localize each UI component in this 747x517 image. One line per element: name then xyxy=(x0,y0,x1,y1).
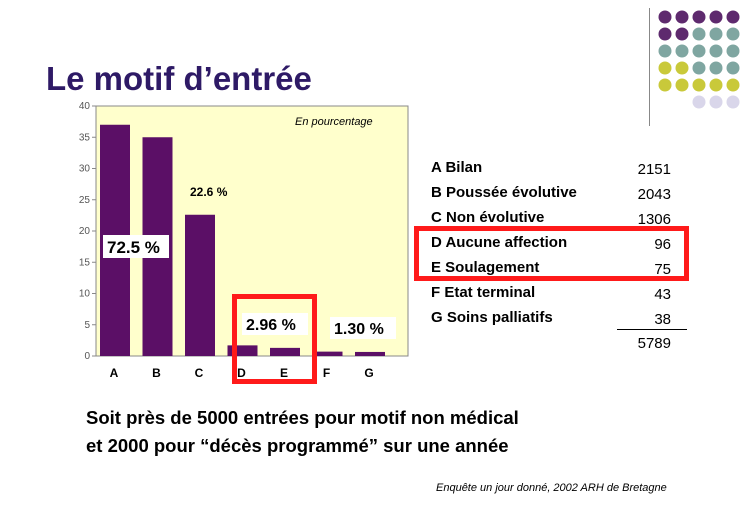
y-tick-label: 20 xyxy=(79,226,91,237)
table-row: F Etat terminal 43 xyxy=(431,281,687,306)
decorative-dot xyxy=(675,44,689,58)
unit-label: En pourcentage xyxy=(295,116,373,128)
total-value: 5789 xyxy=(637,335,671,352)
decorative-dot xyxy=(709,78,723,92)
table-row: A Bilan 2151 xyxy=(431,156,687,181)
bar-f xyxy=(312,351,343,356)
y-tick-label: 35 xyxy=(79,132,91,143)
decorative-dot xyxy=(675,78,689,92)
decorative-dot xyxy=(709,44,723,58)
row-value: 2151 xyxy=(637,161,671,178)
y-tick-label: 30 xyxy=(79,164,91,175)
table-total: 5789 xyxy=(617,329,687,352)
decorative-dot xyxy=(692,27,706,41)
decorative-dot xyxy=(675,27,689,41)
decorative-dot xyxy=(726,95,740,109)
row-label: B Poussée évolutive xyxy=(431,184,577,201)
decorative-dot xyxy=(692,44,706,58)
decorative-dot xyxy=(692,61,706,75)
summary-text: Soit près de 5000 entrées pour motif non… xyxy=(86,404,519,460)
row-label: C Non évolutive xyxy=(431,209,545,226)
table-row: G Soins palliatifs 38 xyxy=(431,306,687,331)
bar-e xyxy=(270,347,300,356)
source-note: Enquête un jour donné, 2002 ARH de Breta… xyxy=(436,482,667,494)
svg-text:72.5 %: 72.5 % xyxy=(107,238,160,257)
annotation-a: 72.5 % xyxy=(103,235,169,258)
row-value: 1306 xyxy=(637,211,671,228)
decorative-dot xyxy=(726,78,740,92)
bar-d xyxy=(227,345,258,356)
decorative-dot xyxy=(726,44,740,58)
summary-line-1: Soit près de 5000 entrées pour motif non… xyxy=(86,407,519,428)
y-tick-label: 10 xyxy=(79,289,91,300)
decorative-dot xyxy=(692,78,706,92)
counts-table: A Bilan 2151 B Poussée évolutive 2043 C No… xyxy=(431,156,687,331)
decorative-dot-grid xyxy=(658,10,740,109)
x-tick-label: C xyxy=(195,366,204,380)
decorative-dot xyxy=(709,61,723,75)
svg-text:1.30 %: 1.30 % xyxy=(334,321,384,338)
decorative-dot xyxy=(658,78,672,92)
decorative-dot xyxy=(658,27,672,41)
decorative-dot xyxy=(692,10,706,24)
table-row: C Non évolutive 1306 xyxy=(431,206,687,231)
x-tick-label: G xyxy=(364,366,373,380)
svg-text:2.96 %: 2.96 % xyxy=(246,317,296,334)
y-tick-label: 40 xyxy=(79,101,91,112)
x-tick-label: E xyxy=(280,366,288,380)
summary-line-2: et 2000 pour “décès programmé” sur une a… xyxy=(86,435,509,456)
annotation-fg: 1.30 % xyxy=(330,317,396,339)
decorative-dot xyxy=(692,95,706,109)
bar-c xyxy=(185,214,215,356)
decorative-dot xyxy=(726,27,740,41)
decorative-dot xyxy=(658,61,672,75)
x-tick-label: D xyxy=(237,366,246,380)
decorative-dot xyxy=(658,10,672,24)
highlight-box-table xyxy=(414,226,689,281)
slide-title: Le motif d’entrée xyxy=(46,60,312,97)
table-row: E Soulagement 75 xyxy=(431,256,687,281)
decorative-dot xyxy=(726,61,740,75)
x-tick-label: A xyxy=(110,366,119,380)
row-value: 2043 xyxy=(637,186,671,203)
decorative-dot xyxy=(709,27,723,41)
row-label: G Soins palliatifs xyxy=(431,309,553,326)
annotation-c: 22.6 % xyxy=(190,185,228,199)
y-tick-label: 25 xyxy=(79,195,91,206)
y-tick-label: 5 xyxy=(84,320,90,331)
row-value: 75 xyxy=(654,261,671,278)
row-label: F Etat terminal xyxy=(431,284,536,301)
annotation-de: 2.96 % xyxy=(242,313,308,335)
y-tick-label: 0 xyxy=(84,351,90,362)
decorative-divider xyxy=(649,8,650,126)
table-row: D Aucune affection 96 xyxy=(431,231,687,256)
decorative-dot xyxy=(709,10,723,24)
row-label: D Aucune affection xyxy=(431,234,568,251)
bar-g xyxy=(355,351,385,356)
row-label: A Bilan xyxy=(431,159,483,176)
decorative-dot xyxy=(709,95,723,109)
row-value: 96 xyxy=(654,236,671,253)
y-tick-label: 15 xyxy=(79,257,91,268)
decorative-dot xyxy=(658,44,672,58)
row-label: E Soulagement xyxy=(431,259,540,276)
row-value: 43 xyxy=(654,286,671,303)
x-tick-label: B xyxy=(152,366,161,380)
row-value: 38 xyxy=(654,311,671,328)
decorative-dot xyxy=(675,61,689,75)
table-row: B Poussée évolutive 2043 xyxy=(431,181,687,206)
x-tick-label: F xyxy=(323,366,330,380)
highlight-box-chart xyxy=(232,294,317,384)
decorative-dot xyxy=(726,10,740,24)
decorative-dot xyxy=(675,10,689,24)
